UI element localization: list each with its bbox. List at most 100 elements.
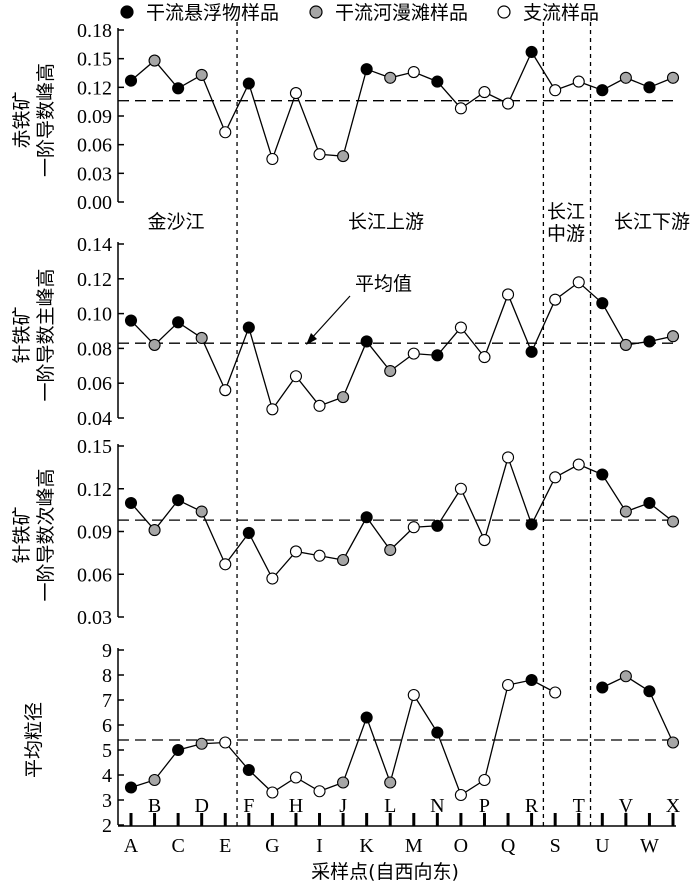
data-point-S bbox=[549, 686, 562, 699]
y-axis-label: 赤铁矿 bbox=[11, 91, 33, 148]
data-point-K bbox=[360, 511, 373, 524]
data-point-M bbox=[407, 521, 420, 534]
data-point-Q bbox=[501, 97, 515, 110]
data-point-J bbox=[337, 776, 350, 789]
x-tick-label: D bbox=[194, 795, 208, 817]
data-point-U bbox=[596, 84, 609, 97]
data-point-E bbox=[219, 558, 232, 571]
data-point-J bbox=[337, 391, 350, 404]
data-point-J bbox=[337, 553, 350, 567]
x-tick-label: G bbox=[265, 835, 279, 857]
data-point-T bbox=[572, 276, 585, 289]
data-point-P bbox=[478, 773, 491, 787]
series-line bbox=[130, 50, 674, 162]
data-point-X bbox=[666, 736, 680, 749]
data-point-S bbox=[549, 293, 562, 306]
data-point-H bbox=[289, 370, 303, 383]
data-point-N bbox=[431, 519, 444, 532]
data-point-I bbox=[313, 785, 326, 798]
data-point-N bbox=[431, 726, 444, 739]
data-point-N bbox=[431, 75, 444, 88]
y-tick-label: 0.06 bbox=[77, 135, 112, 157]
data-point-D bbox=[195, 68, 208, 81]
region-label: 中游 bbox=[547, 223, 585, 245]
data-point-N bbox=[431, 349, 444, 362]
x-tick-label: I bbox=[316, 835, 323, 857]
data-point-O bbox=[454, 321, 467, 334]
x-tick-label: W bbox=[640, 835, 659, 857]
y-axis-label: 平均粒径 bbox=[23, 702, 45, 778]
legend-marker-gray bbox=[309, 5, 323, 19]
data-point-V bbox=[619, 505, 632, 518]
data-point-T bbox=[572, 75, 585, 88]
x-tick-label: S bbox=[550, 835, 561, 857]
x-tick-label: L bbox=[384, 795, 396, 817]
data-point-F bbox=[242, 321, 255, 334]
data-point-E bbox=[219, 736, 232, 749]
data-point-F bbox=[242, 526, 255, 539]
data-point-U bbox=[596, 681, 609, 694]
data-point-C bbox=[172, 82, 185, 95]
data-point-I bbox=[313, 549, 326, 562]
data-point-A bbox=[124, 74, 138, 87]
y-tick-label: 0.15 bbox=[77, 49, 112, 71]
y-axis-label: 针铁矿 bbox=[11, 506, 33, 563]
region-label: 金沙江 bbox=[147, 211, 204, 233]
data-point-R bbox=[525, 45, 538, 59]
data-point-P bbox=[478, 533, 491, 547]
y-tick-label: 0.09 bbox=[77, 106, 112, 128]
x-tick-label: V bbox=[619, 795, 634, 817]
data-point-L bbox=[384, 776, 397, 789]
x-tick-label: J bbox=[339, 795, 347, 817]
data-point-H bbox=[289, 771, 303, 784]
data-point-K bbox=[360, 711, 373, 724]
data-point-G bbox=[266, 403, 279, 416]
y-tick-label: 0.15 bbox=[77, 436, 112, 458]
mean-annotation: 平均值 bbox=[355, 273, 412, 295]
data-point-K bbox=[360, 63, 373, 76]
series-line bbox=[130, 281, 674, 411]
data-point-F bbox=[242, 77, 255, 90]
series-line bbox=[602, 675, 674, 743]
data-point-W bbox=[643, 335, 656, 348]
legend-label-black: 干流悬浮物样品 bbox=[146, 2, 279, 24]
y-tick-label: 0.12 bbox=[77, 269, 112, 291]
y-tick-label: 0.03 bbox=[77, 163, 112, 185]
legend-label-white: 支流样品 bbox=[523, 2, 599, 24]
data-point-F bbox=[242, 763, 255, 777]
y-tick-label: 0.18 bbox=[77, 20, 112, 42]
data-point-T bbox=[572, 458, 585, 471]
legend-marker-black bbox=[120, 5, 134, 19]
y-tick-label: 0.12 bbox=[77, 479, 112, 501]
y-tick-label: 8 bbox=[102, 665, 112, 687]
data-point-E bbox=[219, 384, 232, 397]
y-axis-label: 一阶导数次峰高 bbox=[35, 468, 57, 601]
data-point-W bbox=[643, 685, 656, 698]
data-point-M bbox=[407, 65, 420, 79]
data-point-K bbox=[360, 335, 373, 348]
data-point-X bbox=[666, 330, 680, 343]
data-point-P bbox=[478, 351, 491, 364]
y-tick-label: 2 bbox=[102, 815, 112, 837]
y-tick-label: 5 bbox=[102, 740, 112, 762]
y-tick-label: 9 bbox=[102, 640, 112, 662]
x-tick-label: C bbox=[171, 835, 184, 857]
data-point-A bbox=[124, 314, 138, 327]
data-point-X bbox=[666, 71, 680, 84]
data-point-B bbox=[148, 54, 161, 67]
data-point-A bbox=[124, 781, 138, 794]
x-tick-label: B bbox=[148, 795, 161, 817]
data-point-L bbox=[384, 543, 397, 557]
data-point-Q bbox=[501, 288, 515, 301]
x-tick-label: E bbox=[219, 835, 231, 857]
y-tick-label: 0.09 bbox=[77, 522, 112, 544]
data-point-I bbox=[313, 148, 326, 161]
x-tick-label: F bbox=[243, 795, 254, 817]
data-point-R bbox=[525, 518, 538, 531]
mean-annotation-arrow bbox=[309, 295, 351, 341]
x-axis-title: 采样点(自西向东) bbox=[311, 861, 459, 883]
x-tick-label: M bbox=[405, 835, 423, 857]
x-tick-label: K bbox=[359, 835, 374, 857]
y-tick-label: 0.12 bbox=[77, 77, 112, 99]
